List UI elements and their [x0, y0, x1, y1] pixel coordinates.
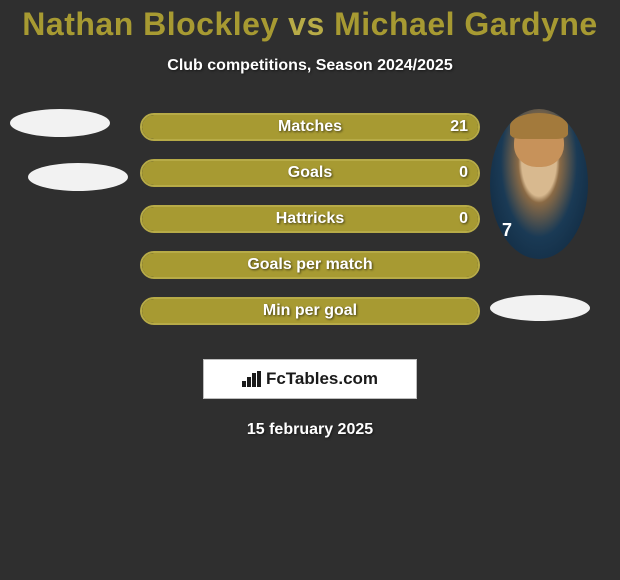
avatar-hair [510, 113, 568, 139]
stat-bar-row: Matches21 [140, 113, 480, 141]
player2-avatar [490, 109, 588, 259]
stat-bar-row: Goals per match [140, 251, 480, 279]
stat-bar-row: Goals0 [140, 159, 480, 187]
page-title: Nathan Blockley vs Michael Gardyne [0, 6, 620, 43]
subtitle: Club competitions, Season 2024/2025 [0, 57, 620, 75]
stat-bar-value: 21 [450, 115, 468, 139]
stat-bar-label: Hattricks [142, 207, 478, 231]
date-label: 15 february 2025 [0, 421, 620, 439]
stat-bar-label: Goals [142, 161, 478, 185]
infographic-container: Nathan Blockley vs Michael Gardyne Club … [0, 0, 620, 439]
stat-bar-value: 0 [459, 207, 468, 231]
title-vs: vs [288, 6, 325, 42]
title-player1: Nathan Blockley [22, 6, 278, 42]
stat-bar-label: Min per goal [142, 299, 478, 323]
stat-bar-value: 0 [459, 161, 468, 185]
stat-bars: Matches21Goals0Hattricks0Goals per match… [140, 113, 480, 343]
player1-avatar-placeholder [10, 109, 110, 137]
stat-bar-row: Min per goal [140, 297, 480, 325]
player2-placeholder [490, 295, 590, 321]
bar-chart-icon [242, 371, 262, 387]
watermark-text: FcTables.com [266, 369, 378, 389]
title-player2: Michael Gardyne [334, 6, 598, 42]
player2-column [490, 109, 590, 321]
stat-bar-label: Matches [142, 115, 478, 139]
player1-avatar-placeholder-2 [28, 163, 128, 191]
comparison-content: Matches21Goals0Hattricks0Goals per match… [0, 113, 620, 343]
stat-bar-label: Goals per match [142, 253, 478, 277]
stat-bar-row: Hattricks0 [140, 205, 480, 233]
watermark-badge: FcTables.com [203, 359, 417, 399]
player1-column [10, 109, 120, 217]
